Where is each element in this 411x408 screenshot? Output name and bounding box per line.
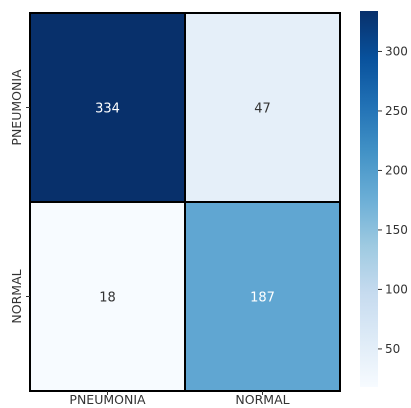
colorbar-tick-label: 300	[385, 44, 408, 58]
cell-value-label: 334	[95, 102, 120, 117]
y-tick-label: PNEUMONIA	[9, 69, 24, 146]
heatmap-cell	[184, 12, 341, 203]
colorbar-tick-label: 250	[385, 104, 408, 118]
colorbar-tick-label: 150	[385, 223, 408, 237]
colorbar-gradient	[360, 11, 378, 387]
heatmap-cell	[29, 201, 186, 392]
heatmap-cell	[29, 12, 186, 203]
x-tick-label: PNEUMONIA	[69, 392, 146, 407]
cell-value-label: 47	[254, 102, 271, 117]
x-tick-label: NORMAL	[235, 392, 289, 407]
colorbar-tick-label: 200	[385, 163, 408, 177]
colorbar-tick-label: 50	[385, 342, 400, 356]
cell-value-label: 187	[250, 291, 275, 306]
y-axis-ticks: PNEUMONIA NORMAL	[9, 69, 30, 324]
y-tick-label: NORMAL	[9, 269, 24, 323]
colorbar-tick-label: 100	[385, 282, 408, 296]
heatmap-cells	[29, 12, 341, 392]
x-axis-ticks: PNEUMONIA NORMAL	[69, 391, 290, 407]
colorbar: 50 100 150 200 250 300	[360, 11, 408, 387]
heatmap-cell-labels: 334 47 18 187	[95, 102, 275, 306]
cell-value-label: 18	[99, 291, 116, 306]
heatmap-cell	[184, 201, 341, 392]
